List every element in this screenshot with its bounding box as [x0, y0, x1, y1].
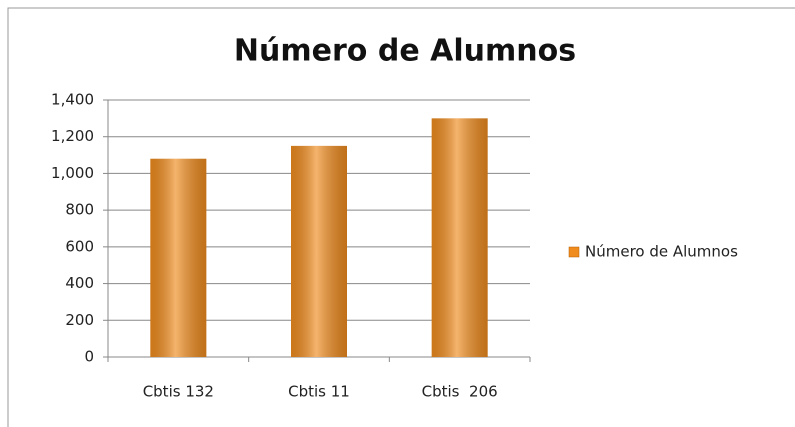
bar-shade [431, 118, 488, 357]
y-tick-label: 0 [84, 348, 94, 366]
x-tick-label: Cbtis 206 [422, 383, 498, 401]
y-tick-label: 400 [65, 274, 94, 292]
legend-swatch [568, 246, 580, 258]
x-tick-label: Cbtis 132 [143, 383, 214, 401]
chart-title: Número de Alumnos [234, 34, 576, 69]
y-tick-label: 1,200 [51, 127, 94, 145]
bar-shade [291, 145, 347, 357]
chart-frame [7, 7, 795, 427]
y-tick-label: 600 [65, 237, 94, 255]
legend-label: Número de Alumnos [585, 243, 738, 261]
y-tick-label: 1,000 [51, 164, 94, 182]
y-tick-label: 1,400 [51, 91, 94, 109]
bar-shade [150, 158, 207, 357]
x-tick-label: Cbtis 11 [288, 383, 350, 401]
y-tick-label: 200 [65, 311, 94, 329]
y-tick-label: 800 [65, 201, 94, 219]
